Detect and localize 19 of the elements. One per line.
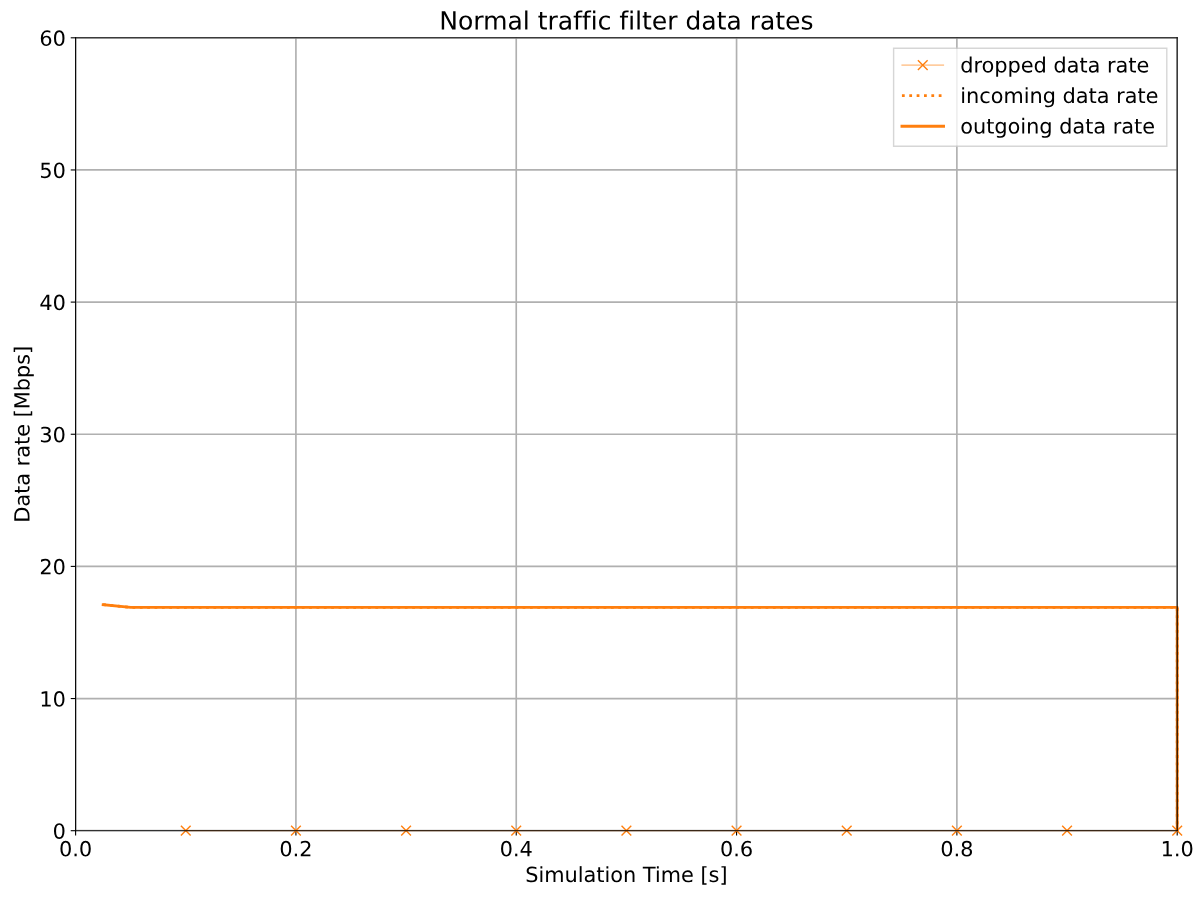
legend-label: dropped data rate	[961, 56, 1149, 77]
legend-label: incoming data rate	[962, 87, 1158, 108]
x-axis-title: Simulation Time [s]	[526, 866, 726, 885]
y-tick-label: 20	[40, 558, 65, 575]
x-tick-label: 0.6	[721, 840, 752, 857]
y-tick-label: 50	[40, 162, 65, 179]
x-tick-label: 1.0	[1162, 840, 1193, 857]
x-tick-label: 0.4	[501, 840, 532, 857]
x-tick-label: 0.2	[280, 840, 311, 857]
chart-title: Normal traffic filter data rates	[441, 10, 813, 30]
x-tick-label: 0.0	[60, 840, 91, 857]
y-tick-label: 60	[40, 30, 65, 47]
y-tick-label: 30	[40, 426, 65, 443]
y-tick-label: 0	[54, 823, 65, 839]
y-axis-title: Data rate [Mbps]	[13, 347, 34, 521]
y-tick-label: 40	[40, 294, 65, 311]
legend-label: outgoing data rate	[961, 117, 1154, 138]
y-tick-label: 10	[41, 691, 65, 707]
x-tick-label: 0.8	[941, 840, 973, 857]
